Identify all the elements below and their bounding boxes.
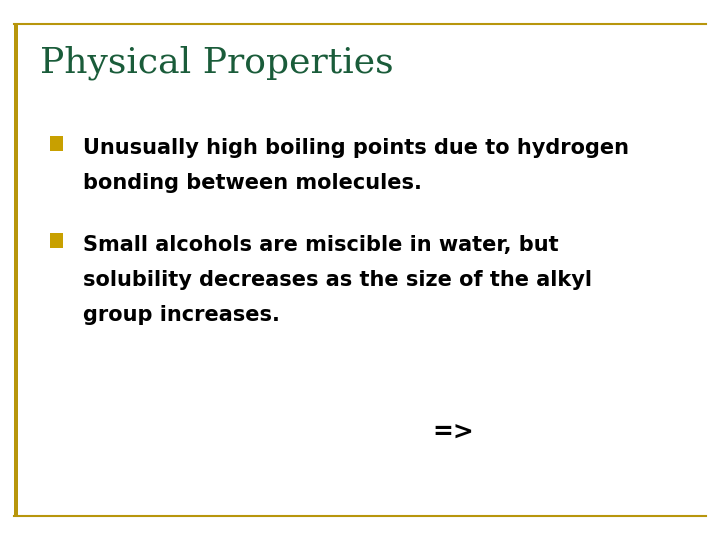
Text: group increases.: group increases. [83, 305, 279, 325]
Text: solubility decreases as the size of the alkyl: solubility decreases as the size of the … [83, 270, 592, 290]
Text: Unusually high boiling points due to hydrogen: Unusually high boiling points due to hyd… [83, 138, 629, 158]
Bar [14, 24, 18, 516]
Bar [50, 136, 63, 151]
Text: Small alcohols are miscible in water, but: Small alcohols are miscible in water, bu… [83, 235, 559, 255]
Bar [50, 233, 63, 248]
Text: Physical Properties: Physical Properties [40, 46, 393, 80]
Text: =>: => [432, 421, 474, 445]
Text: bonding between molecules.: bonding between molecules. [83, 173, 422, 193]
